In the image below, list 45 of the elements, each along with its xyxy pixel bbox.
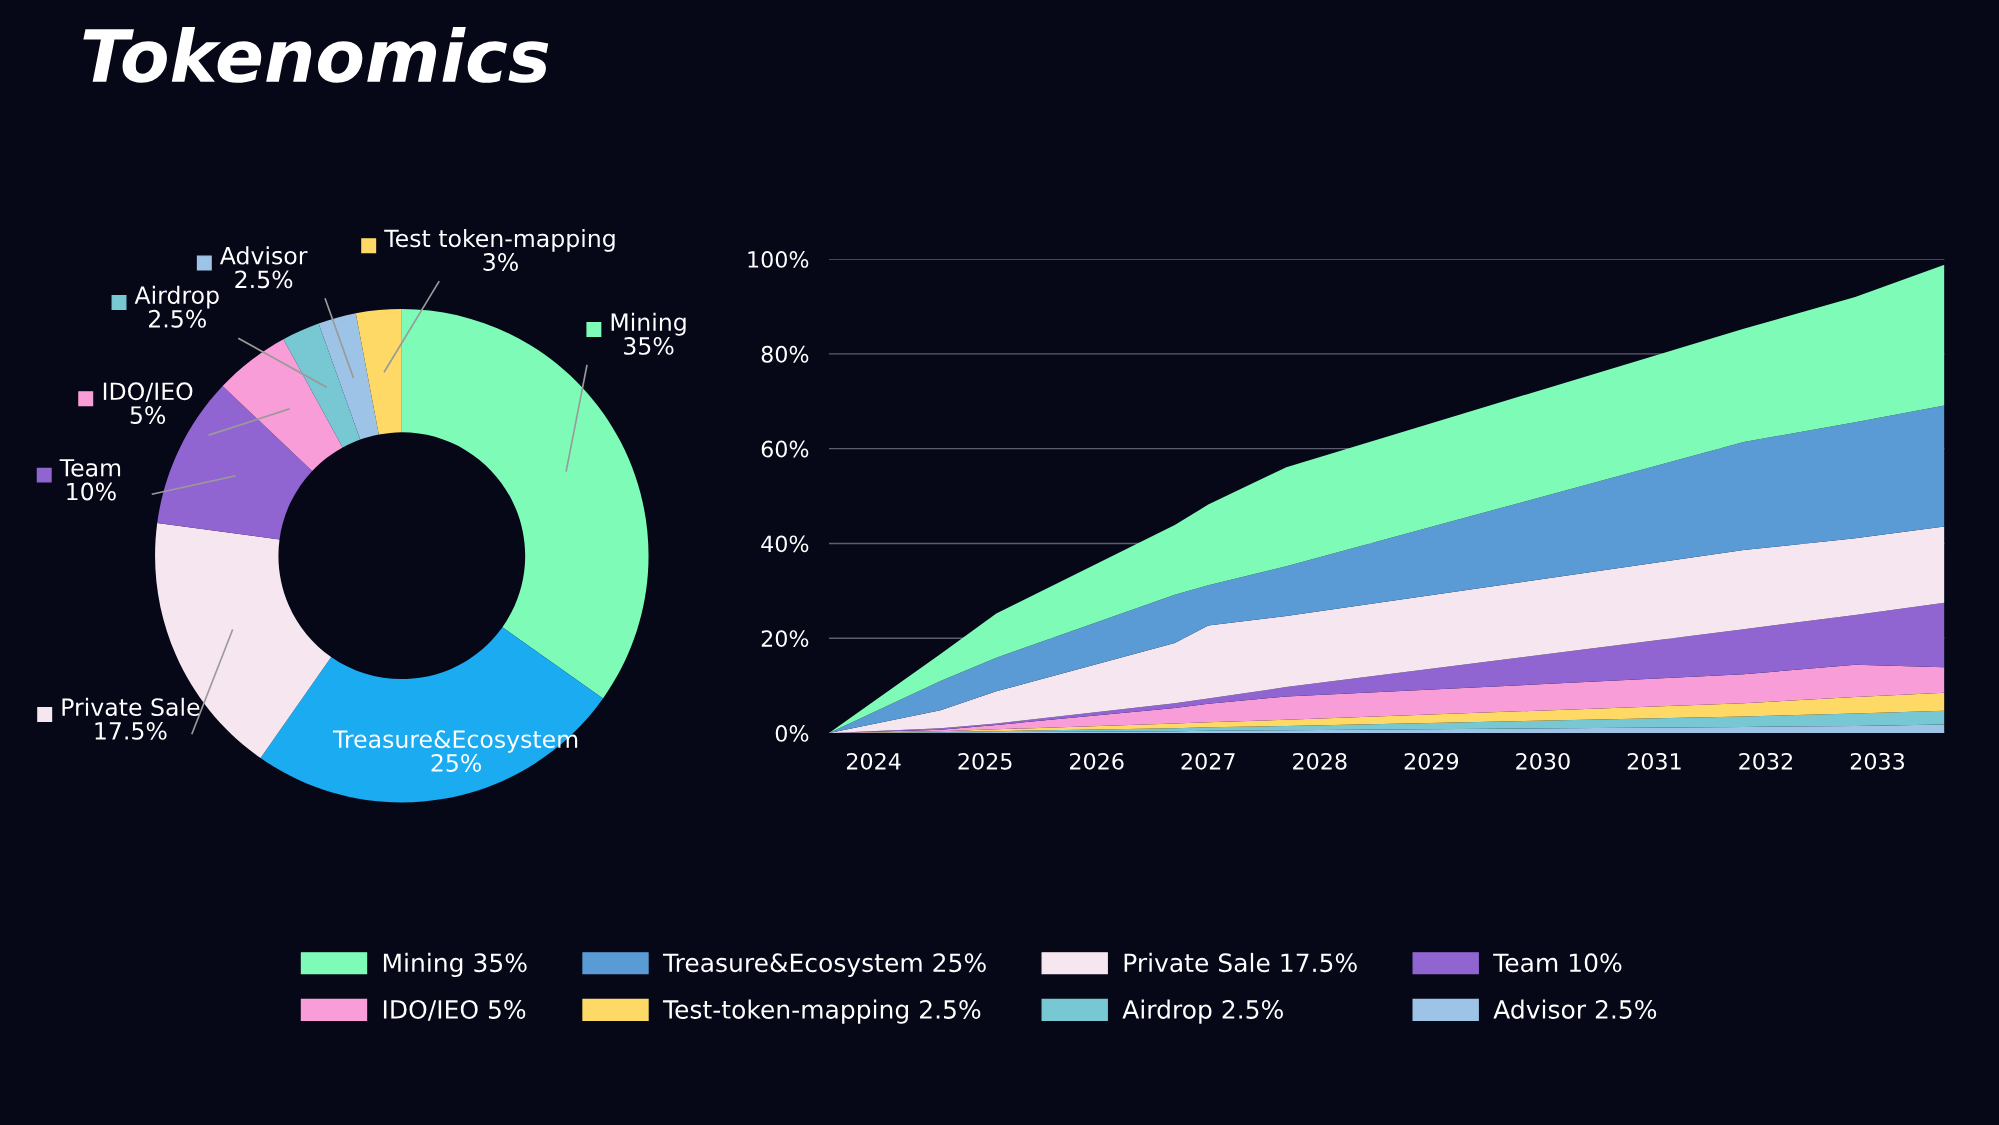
legend-label: Treasure&Ecosystem 25%	[662, 953, 986, 978]
legend-label: Mining	[611, 312, 686, 336]
x-tick-label: 2028	[1293, 752, 1347, 770]
donut-slice	[283, 323, 361, 448]
x-tick-label: 2027	[1181, 752, 1235, 770]
data-label: 17.5%	[95, 721, 167, 740]
x-tick-label: 2031	[1627, 752, 1681, 770]
data-label: 5%	[130, 406, 166, 424]
y-tick-label: 100%	[748, 251, 809, 268]
donut-slice	[260, 627, 603, 803]
data-label: 3%	[483, 253, 518, 271]
legend-label: Advisor	[219, 246, 308, 265]
chart-title: Tokenomics	[83, 26, 549, 83]
data-label: 2.5%	[148, 309, 206, 328]
legend-label: IDO/IEO	[103, 382, 193, 403]
legend-label: Airdrop	[134, 285, 219, 309]
x-tick-label: 2026	[1070, 752, 1124, 770]
y-tick-label: 20%	[761, 630, 809, 648]
legend-label: Private Sale 17.5%	[1124, 952, 1357, 973]
y-tick-label: 0%	[775, 725, 809, 742]
donut-slice	[222, 339, 343, 471]
legend-label: Mining 35%	[383, 952, 527, 978]
legend-label: Private Sale	[62, 697, 200, 717]
donut-slice	[318, 313, 379, 440]
y-tick-label: 80%	[761, 345, 809, 363]
x-tick-label: 2032	[1739, 752, 1793, 770]
x-tick-label: 2024	[846, 752, 901, 770]
x-tick-label: 2029	[1404, 752, 1459, 770]
legend-label: Team 10%	[1493, 953, 1622, 973]
data-label: 25%	[431, 754, 482, 772]
data-label: 35%	[624, 337, 674, 355]
donut-slice	[355, 309, 402, 435]
legend-label: Advisor 2.5%	[1493, 999, 1657, 1019]
y-tick-label: 40%	[761, 535, 809, 553]
data-label: 2.5%	[235, 270, 293, 289]
data-label: 10%	[67, 482, 116, 501]
legend-label: Team	[59, 459, 121, 477]
legend-label: Test-token-mapping 2.5%	[662, 999, 981, 1024]
y-tick-label: 60%	[761, 440, 809, 458]
legend-label: Test token-mapping	[384, 228, 615, 252]
x-tick-label: 2030	[1516, 752, 1570, 770]
legend-label: Airdrop 2.5%	[1122, 999, 1283, 1024]
legend-label: IDO/IEO 5%	[383, 1000, 526, 1021]
x-tick-label: 2025	[958, 752, 1012, 770]
x-tick-label: 2033	[1850, 752, 1904, 770]
